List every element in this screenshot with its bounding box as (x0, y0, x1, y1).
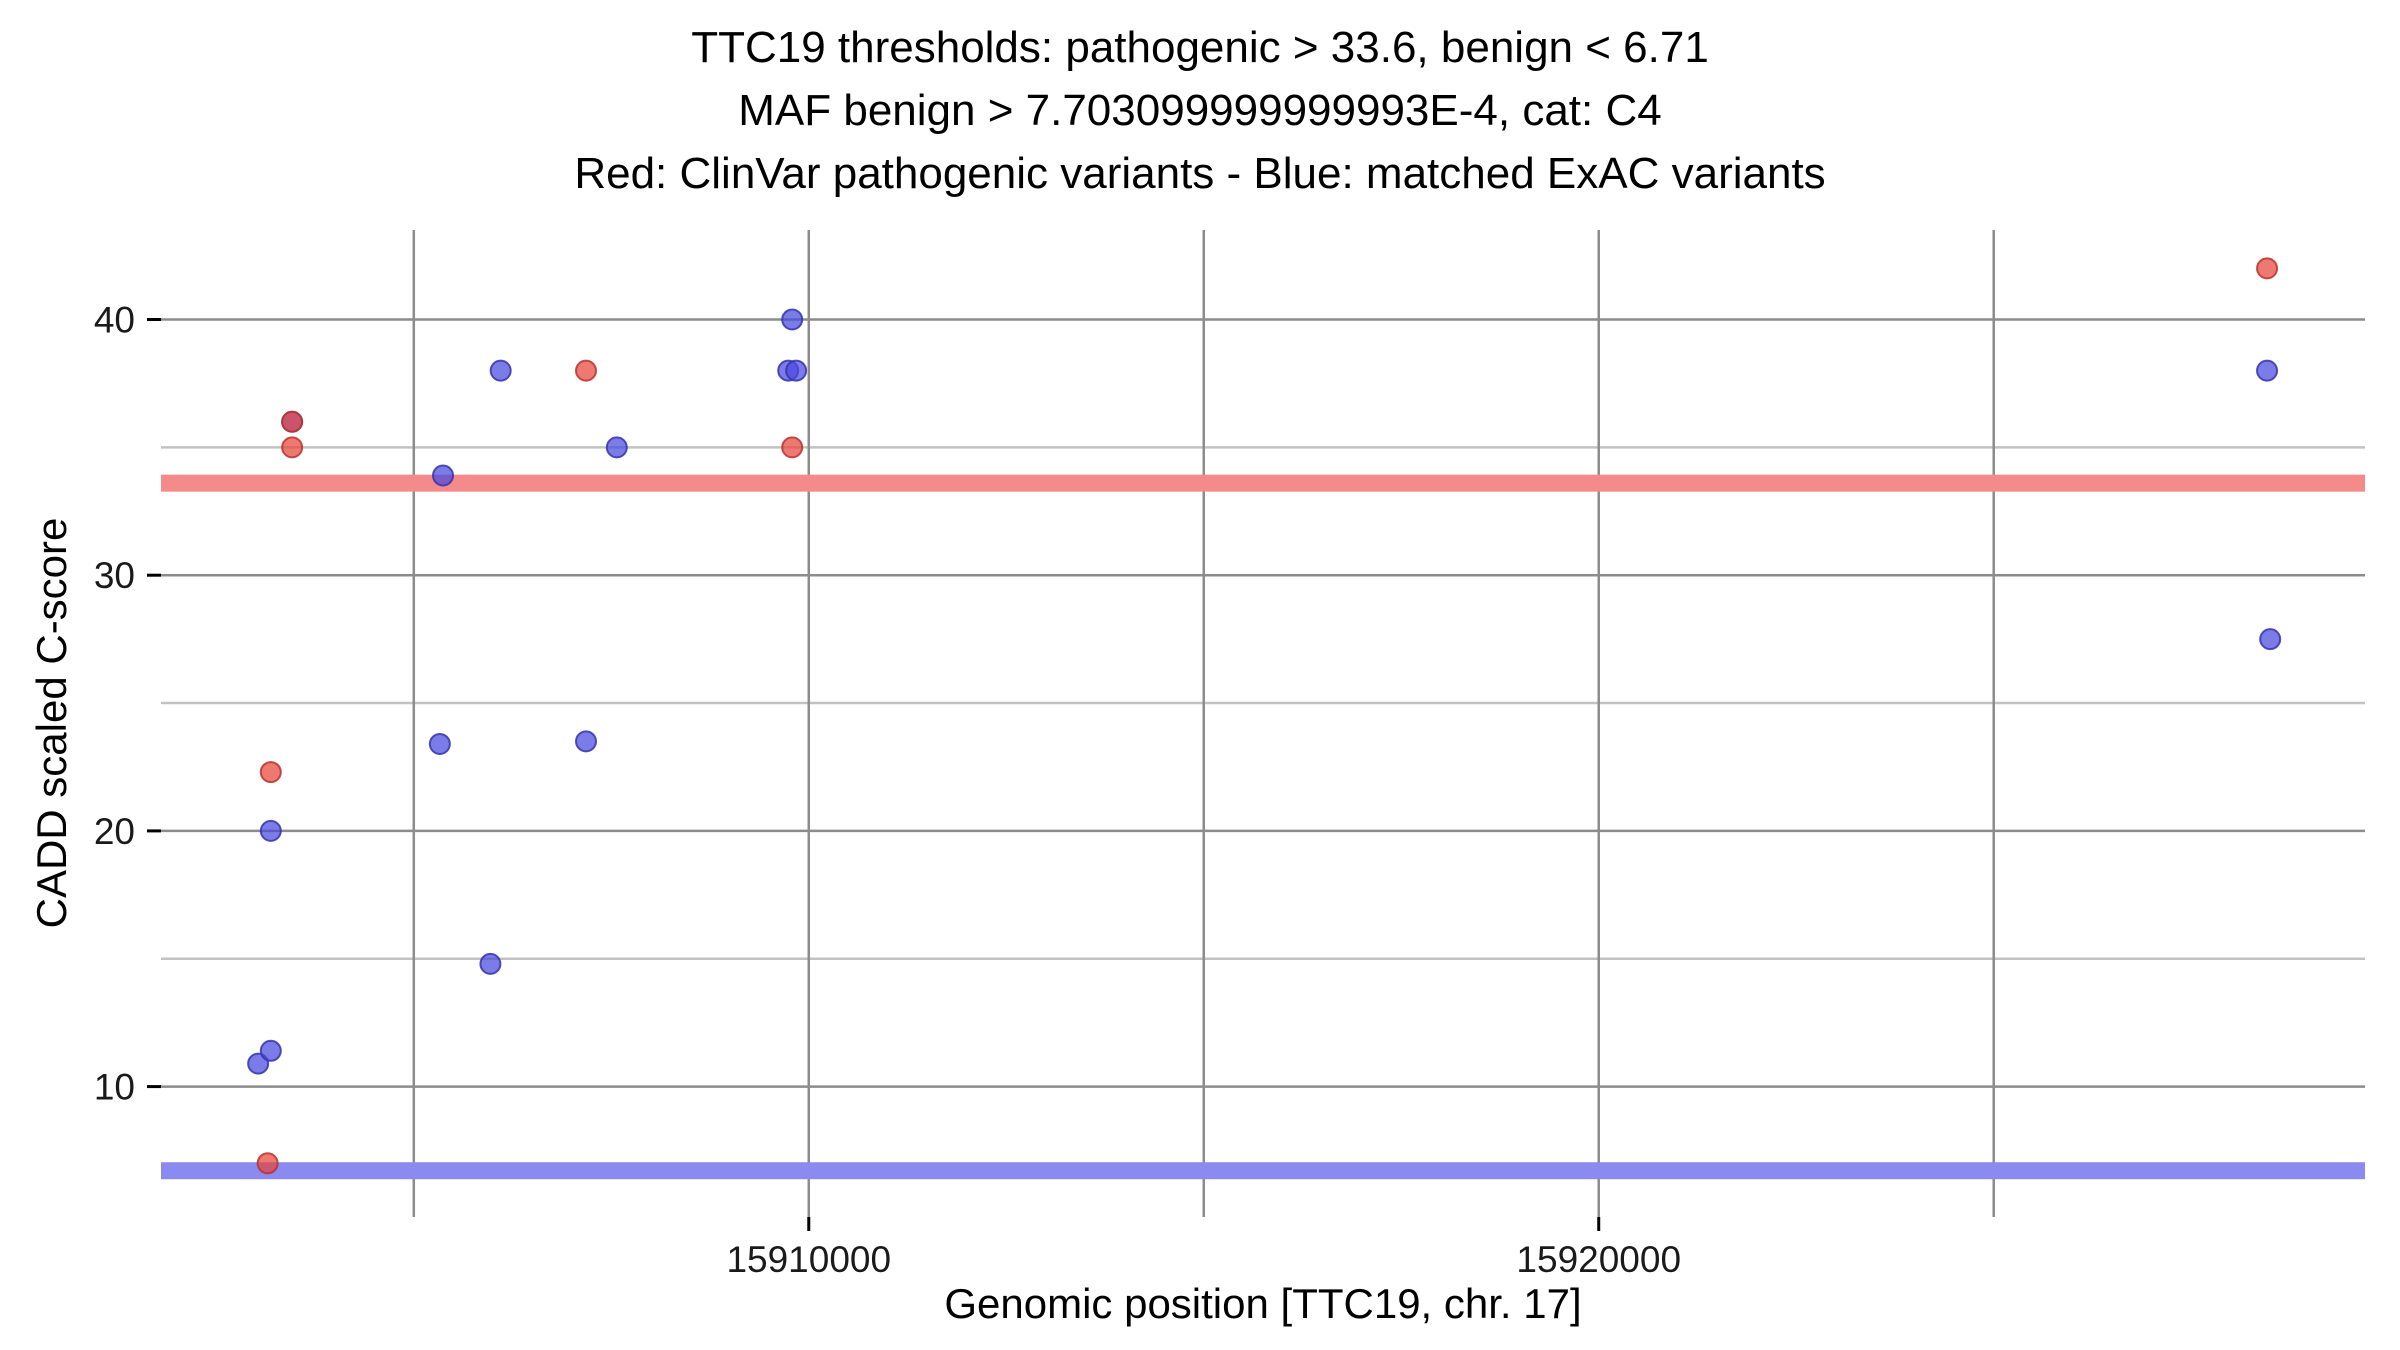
title-line-1: TTC19 thresholds: pathogenic > 33.6, ben… (691, 23, 1709, 72)
data-point-exac-matched (432, 464, 455, 487)
pathogenic-threshold-band (161, 474, 2365, 492)
data-point-exac-matched (428, 732, 451, 755)
x-axis-title: Genomic position [TTC19, chr. 17] (944, 1280, 1582, 1327)
x-tick-label: 15910000 (726, 1239, 891, 1280)
data-point-exac-matched (605, 436, 628, 459)
data-point-exac-matched (785, 359, 808, 382)
data-point-clinvar-pathogenic (575, 359, 598, 382)
benign-threshold-band (161, 1162, 2365, 1180)
chart-title: TTC19 thresholds: pathogenic > 33.6, ben… (0, 16, 2400, 205)
y-tick-label: 10 (94, 1067, 135, 1108)
data-point-exac-matched (781, 308, 804, 331)
y-tick-label: 30 (94, 555, 135, 596)
data-point-clinvar-pathogenic (781, 436, 804, 459)
x-tick-label: 15920000 (1516, 1239, 1681, 1280)
data-point-exac-matched (575, 730, 598, 753)
y-tick-label: 40 (94, 299, 135, 340)
title-line-3: Red: ClinVar pathogenic variants - Blue:… (574, 149, 1826, 198)
data-point-clinvar-pathogenic (2256, 257, 2279, 280)
data-point-exac-matched (2256, 359, 2279, 382)
data-point-exac-matched (259, 819, 282, 842)
data-point-exac-matched (259, 1039, 282, 1062)
data-point-clinvar-pathogenic (259, 761, 282, 784)
y-axis-title: CADD scaled C-score (28, 517, 75, 929)
data-point-clinvar-pathogenic (281, 436, 304, 459)
data-point-exac-matched (479, 952, 502, 975)
data-point-exac-matched (489, 359, 512, 382)
data-point-clinvar-pathogenic (281, 410, 304, 433)
y-tick-label: 20 (94, 811, 135, 852)
data-point-exac-matched (2259, 628, 2282, 651)
data-point-clinvar-pathogenic (256, 1152, 279, 1175)
title-line-2: MAF benign > 7.703099999999993E-4, cat: … (738, 86, 1662, 135)
